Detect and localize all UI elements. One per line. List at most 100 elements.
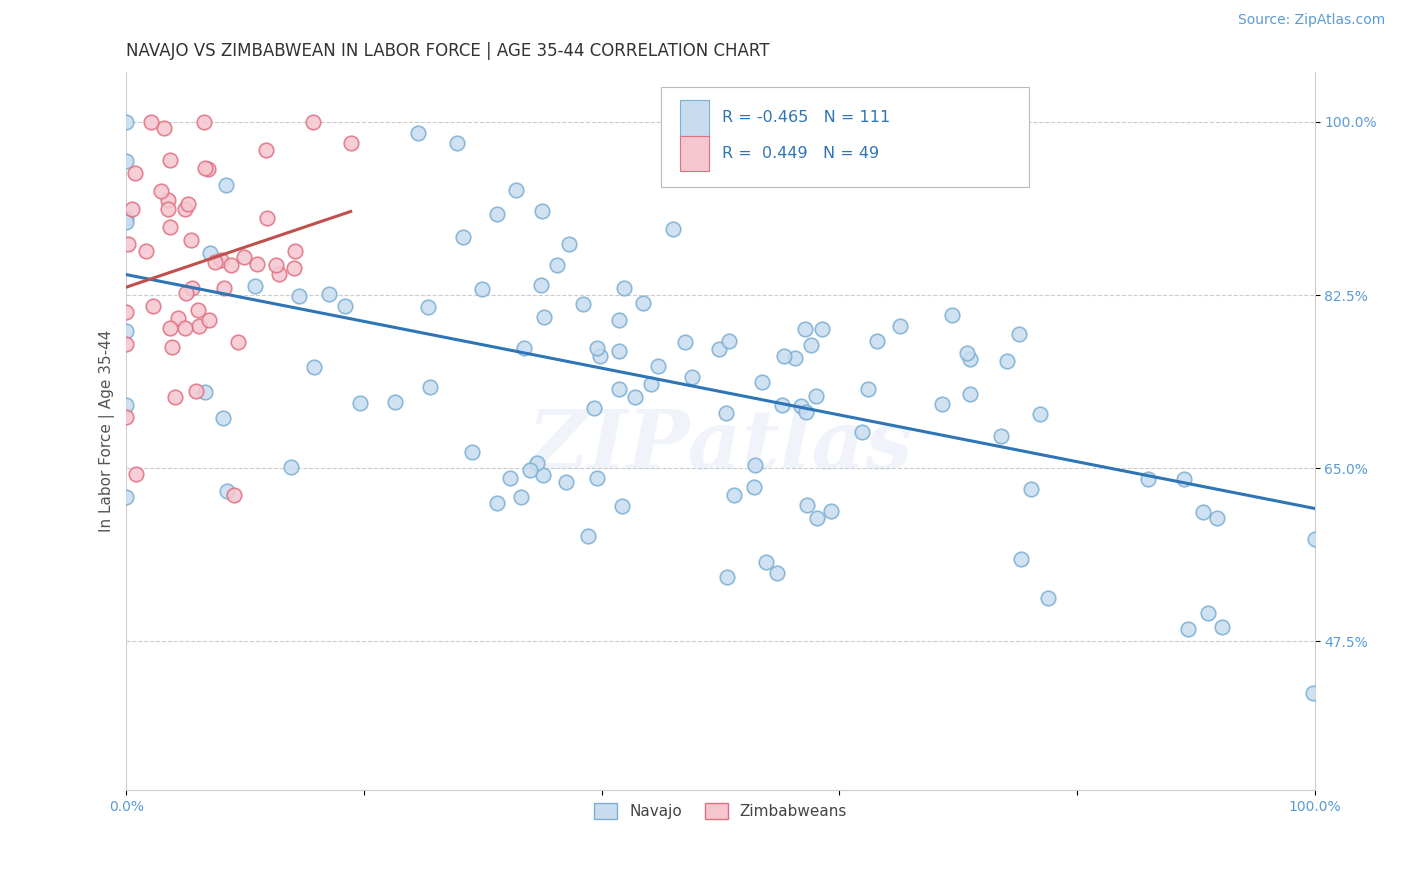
Point [607, 343, 630, 358]
Point [174, 202, 197, 216]
Point [288, 289, 311, 303]
Point [149, 184, 172, 198]
Point [125, 467, 148, 482]
Point [446, 136, 468, 151]
FancyBboxPatch shape [681, 100, 709, 136]
Point [576, 529, 599, 543]
Point [607, 313, 630, 327]
Point [796, 498, 818, 512]
Point [115, 398, 138, 412]
Point [318, 287, 340, 301]
Point [661, 124, 683, 138]
Point [302, 115, 325, 129]
Point [790, 400, 813, 414]
Point [349, 396, 371, 410]
Point [159, 219, 181, 234]
Point [613, 281, 636, 295]
Point [723, 488, 745, 502]
Point [1038, 591, 1060, 605]
Point [339, 136, 361, 150]
Point [851, 425, 873, 439]
Point [718, 334, 741, 348]
Point [744, 458, 766, 472]
Point [610, 500, 633, 514]
Point [142, 299, 165, 313]
Point [1206, 511, 1229, 525]
Point [254, 143, 277, 157]
Point [1192, 505, 1215, 519]
Point [1177, 622, 1199, 636]
Point [115, 153, 138, 168]
Point [772, 398, 794, 412]
Point [302, 359, 325, 374]
Point [529, 278, 551, 293]
Text: Source: ZipAtlas.com: Source: ZipAtlas.com [1237, 13, 1385, 28]
Point [135, 244, 157, 259]
Point [794, 405, 817, 419]
Point [806, 115, 828, 129]
Point [115, 490, 138, 504]
Point [115, 115, 138, 129]
Point [165, 391, 187, 405]
Point [159, 153, 181, 167]
Point [856, 382, 879, 396]
Point [1303, 532, 1326, 546]
Point [766, 566, 789, 581]
Point [384, 395, 406, 409]
Point [117, 237, 139, 252]
Point [198, 245, 221, 260]
Point [793, 322, 815, 336]
Point [582, 401, 605, 416]
Point [174, 286, 197, 301]
Point [232, 250, 254, 264]
Point [513, 341, 536, 355]
Point [714, 405, 737, 419]
Point [204, 254, 226, 268]
Point [806, 511, 828, 525]
Point [194, 384, 217, 399]
Point [1019, 482, 1042, 496]
Point [755, 555, 778, 569]
Point [1010, 551, 1032, 566]
Point [198, 312, 221, 326]
Point [571, 297, 593, 311]
Point [931, 397, 953, 411]
Point [177, 197, 200, 211]
Point [416, 300, 439, 314]
Point [267, 267, 290, 281]
Point [751, 376, 773, 390]
Point [115, 215, 138, 229]
Point [139, 115, 162, 129]
Point [215, 484, 238, 499]
Point [243, 278, 266, 293]
Point [688, 115, 710, 129]
Point [159, 321, 181, 335]
Point [640, 376, 662, 391]
Point [121, 202, 143, 216]
Point [419, 380, 441, 394]
Point [180, 233, 202, 247]
Point [589, 349, 612, 363]
FancyBboxPatch shape [661, 87, 1029, 187]
Point [889, 318, 911, 333]
Point [194, 161, 217, 175]
Point [280, 459, 302, 474]
Point [115, 410, 138, 425]
Point [485, 496, 508, 510]
Point [184, 384, 207, 399]
Point [956, 346, 979, 360]
Point [810, 322, 832, 336]
Point [124, 166, 146, 180]
Point [115, 211, 138, 225]
Point [209, 252, 232, 267]
Point [804, 389, 827, 403]
Point [219, 258, 242, 272]
Point [1211, 619, 1233, 633]
Point [526, 456, 548, 470]
Point [406, 126, 429, 140]
Point [959, 352, 981, 367]
Point [531, 467, 554, 482]
Point [222, 487, 245, 501]
Point [193, 115, 215, 129]
Point [681, 370, 703, 384]
